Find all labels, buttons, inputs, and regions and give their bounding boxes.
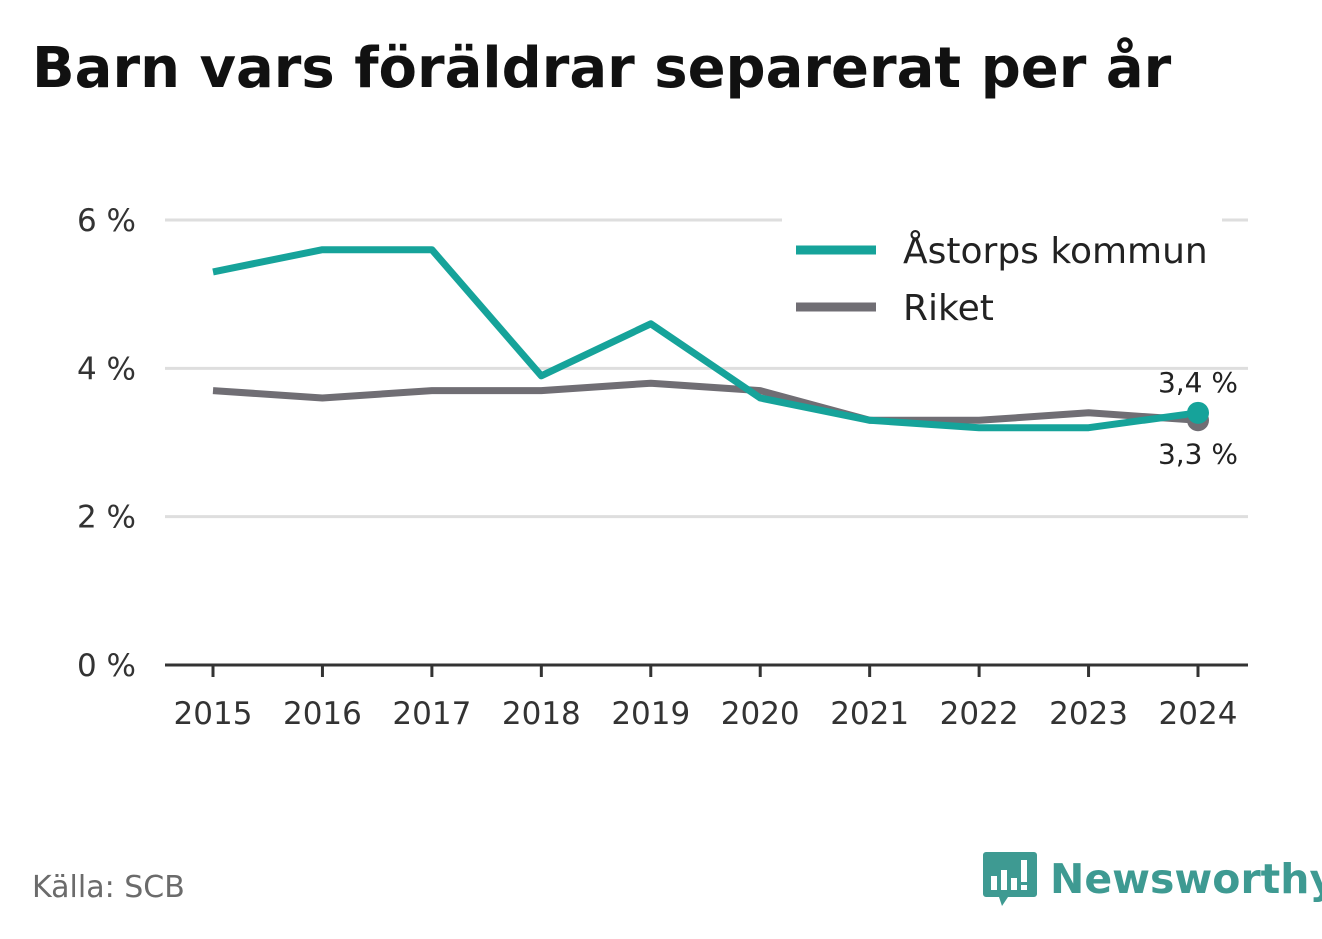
x-tick-label: 2021 [830, 696, 909, 732]
end-value-label: 3,3 % [1158, 437, 1238, 470]
x-tick-label: 2020 [721, 696, 800, 732]
brand-logo: Newsworthy [982, 850, 1322, 908]
x-axis: 2015 2016 2017 2018 2019 2020 2021 2022 2023 2024 [165, 663, 1248, 732]
legend-label: Riket [903, 288, 994, 329]
end-value-label: 3,4 % [1158, 366, 1238, 399]
source-note: Källa: SCB [32, 870, 185, 905]
x-tick-label: 2018 [502, 696, 581, 732]
y-tick-label: 6 % [77, 203, 136, 239]
y-tick-label: 2 % [77, 500, 136, 536]
y-axis-ticks: 0 % 2 % 4 % 6 % [77, 203, 136, 684]
x-tick-label: 2019 [611, 696, 690, 732]
x-tick-label: 2024 [1159, 696, 1238, 732]
series-line [212, 379, 1199, 424]
x-tick-label: 2015 [174, 696, 253, 732]
y-tick-label: 0 % [77, 648, 136, 684]
chart-title: Barn vars föräldrar separerat per år [32, 36, 1172, 101]
series-line [212, 246, 1199, 432]
x-tick-label: 2017 [392, 696, 471, 732]
bar-chart-speech-bubble-icon [983, 852, 1037, 906]
x-tick-label: 2016 [283, 696, 362, 732]
legend: Åstorps kommun Riket [782, 214, 1222, 338]
y-tick-label: 4 % [77, 351, 136, 387]
brand-name: Newsworthy [1050, 855, 1322, 903]
x-tick-label: 2023 [1049, 696, 1128, 732]
series-end-point [1187, 401, 1209, 424]
x-tick-label: 2022 [940, 696, 1019, 732]
legend-background [782, 214, 1222, 338]
series-lines [212, 246, 1209, 432]
end-labels: 3,4 % 3,3 % [1158, 366, 1238, 470]
legend-label: Åstorps kommun [903, 229, 1208, 272]
